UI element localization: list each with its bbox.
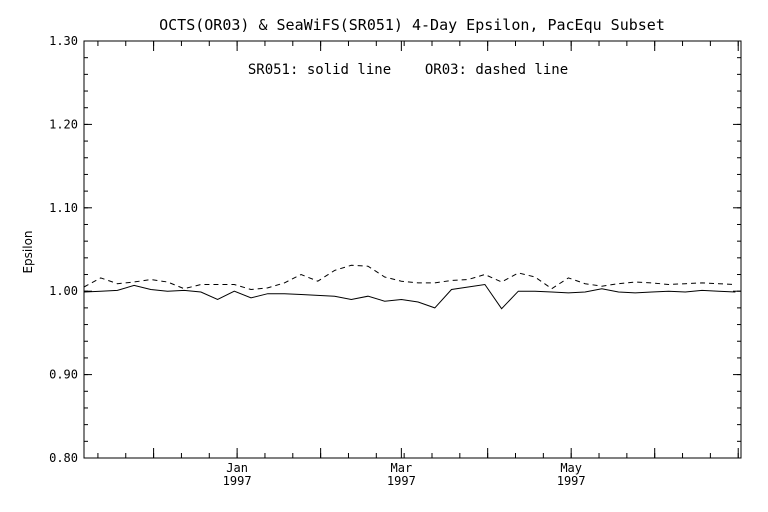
x-tick-year: 1997 (557, 474, 586, 488)
x-tick-label: Mar (391, 461, 413, 475)
x-tick-year: 1997 (387, 474, 416, 488)
y-tick-label: 1.30 (49, 34, 78, 48)
y-tick-label: 1.20 (49, 117, 78, 131)
y-axis-ticks: 0.80 0.90 1.00 1.10 1.20 1.30 (49, 34, 741, 465)
x-tick-year: 1997 (223, 474, 252, 488)
x-tick-label: May (560, 461, 582, 475)
y-tick-label: 1.00 (49, 284, 78, 298)
y-tick-label: 0.80 (49, 451, 78, 465)
series-line-or03 (83, 264, 736, 291)
y-axis-label: Epsilon (21, 230, 35, 273)
plot-frame (83, 40, 742, 459)
y-tick-label: 1.10 (49, 201, 78, 215)
x-tick-label: Jan (226, 461, 248, 475)
series-line-sr051 (83, 283, 736, 310)
chart-title: OCTS(OR03) & SeaWiFS(SR051) 4-Day Epsilo… (159, 16, 665, 34)
series-annotation: SR051: solid line OR03: dashed line (248, 62, 568, 78)
y-tick-label: 0.90 (49, 368, 78, 382)
series-lines (83, 264, 736, 310)
